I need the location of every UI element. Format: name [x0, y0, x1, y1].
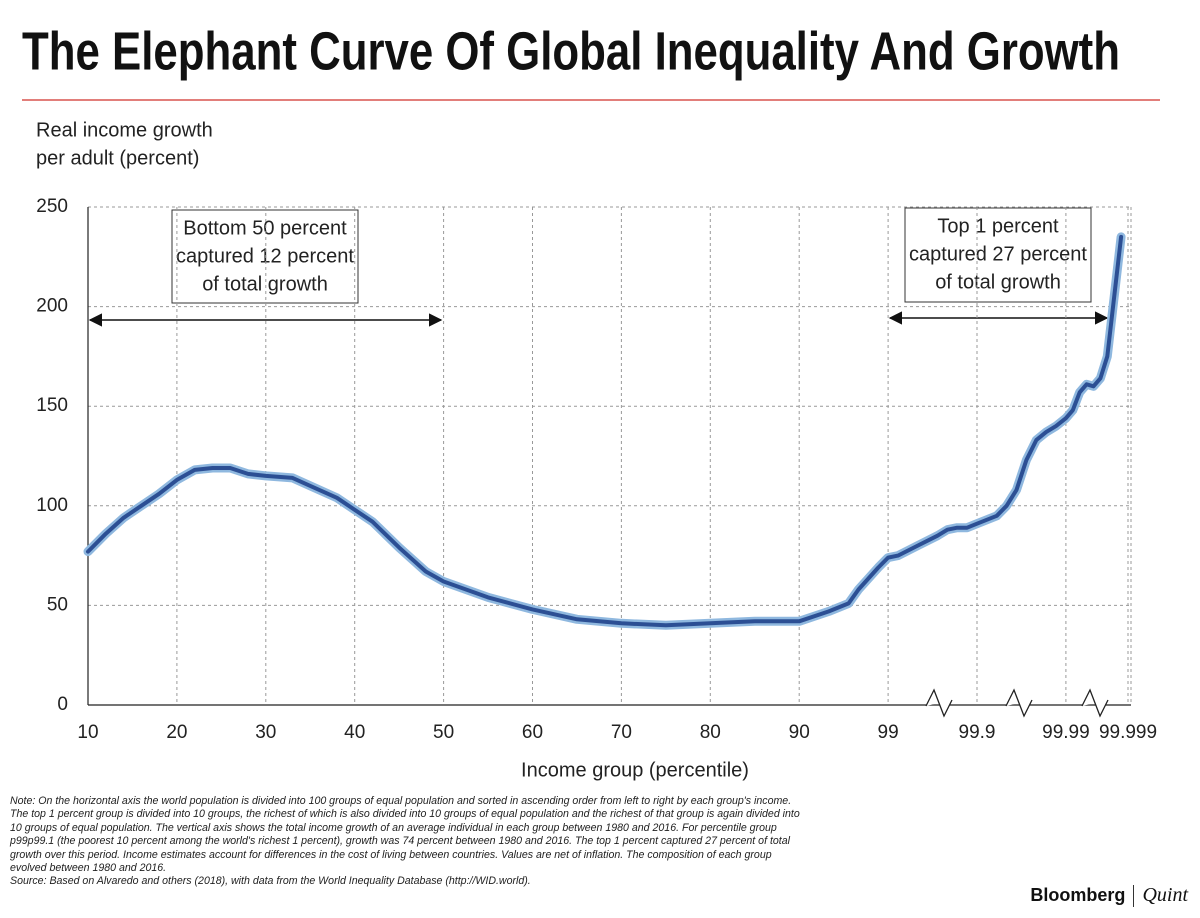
annotation: of total growth	[935, 271, 1061, 293]
x-tick-label: 90	[789, 722, 810, 743]
x-tick-label: 10	[77, 722, 98, 743]
x-tick-label: 50	[433, 722, 454, 743]
note-text: Note: On the horizontal axis the world p…	[10, 795, 800, 875]
annotation-box	[904, 207, 1092, 303]
y-axis-label: per adult (percent)	[36, 147, 199, 169]
series-line	[86, 234, 1124, 628]
y-axis-label: Real income growth	[36, 119, 213, 141]
x-tick-label: 20	[166, 722, 187, 743]
y-tick-label: 0	[57, 694, 68, 715]
axis-break	[1005, 688, 1033, 718]
x-tick-label: 99.999	[1099, 722, 1157, 743]
x-tick-label: 99	[878, 722, 899, 743]
y-tick-label: 50	[47, 594, 68, 615]
source: Source: Based on Alvaredo and others (20…	[10, 875, 531, 888]
logo-separator	[1133, 885, 1135, 908]
logo: Bloomberg Quint	[1030, 884, 1188, 908]
logo-text: Quint	[1142, 884, 1188, 906]
logo-text: Bloomberg	[1030, 885, 1126, 905]
annotation: captured 12 percent	[176, 245, 354, 267]
annotation: captured 27 percent	[909, 243, 1087, 265]
x-tick-label: 99.9	[959, 722, 996, 743]
note: Note: On the horizontal axis the world p…	[10, 795, 810, 889]
x-tick-label: 60	[522, 722, 543, 743]
x-axis-label: Income group (percentile)	[521, 759, 749, 781]
x-tick-label: 80	[700, 722, 721, 743]
annotation: Bottom 50 percent	[183, 217, 347, 239]
annotation: of total growth	[202, 273, 328, 295]
chart-title: The Elephant Curve Of Global Inequality …	[22, 21, 1120, 81]
axis-breaks	[925, 688, 1109, 718]
y-tick-label: 150	[36, 395, 68, 416]
x-tick-label: 30	[255, 722, 276, 743]
y-tick-label: 250	[36, 196, 68, 217]
annotation: Top 1 percent	[937, 215, 1059, 237]
annotation-box	[171, 209, 359, 304]
y-tick-label: 100	[36, 495, 68, 516]
x-tick-label: 40	[344, 722, 365, 743]
axis-break	[925, 688, 953, 718]
x-tick-label: 70	[611, 722, 632, 743]
axis-break	[1081, 688, 1109, 718]
x-tick-label: 99.99	[1042, 722, 1090, 743]
y-tick-label: 200	[36, 296, 68, 317]
